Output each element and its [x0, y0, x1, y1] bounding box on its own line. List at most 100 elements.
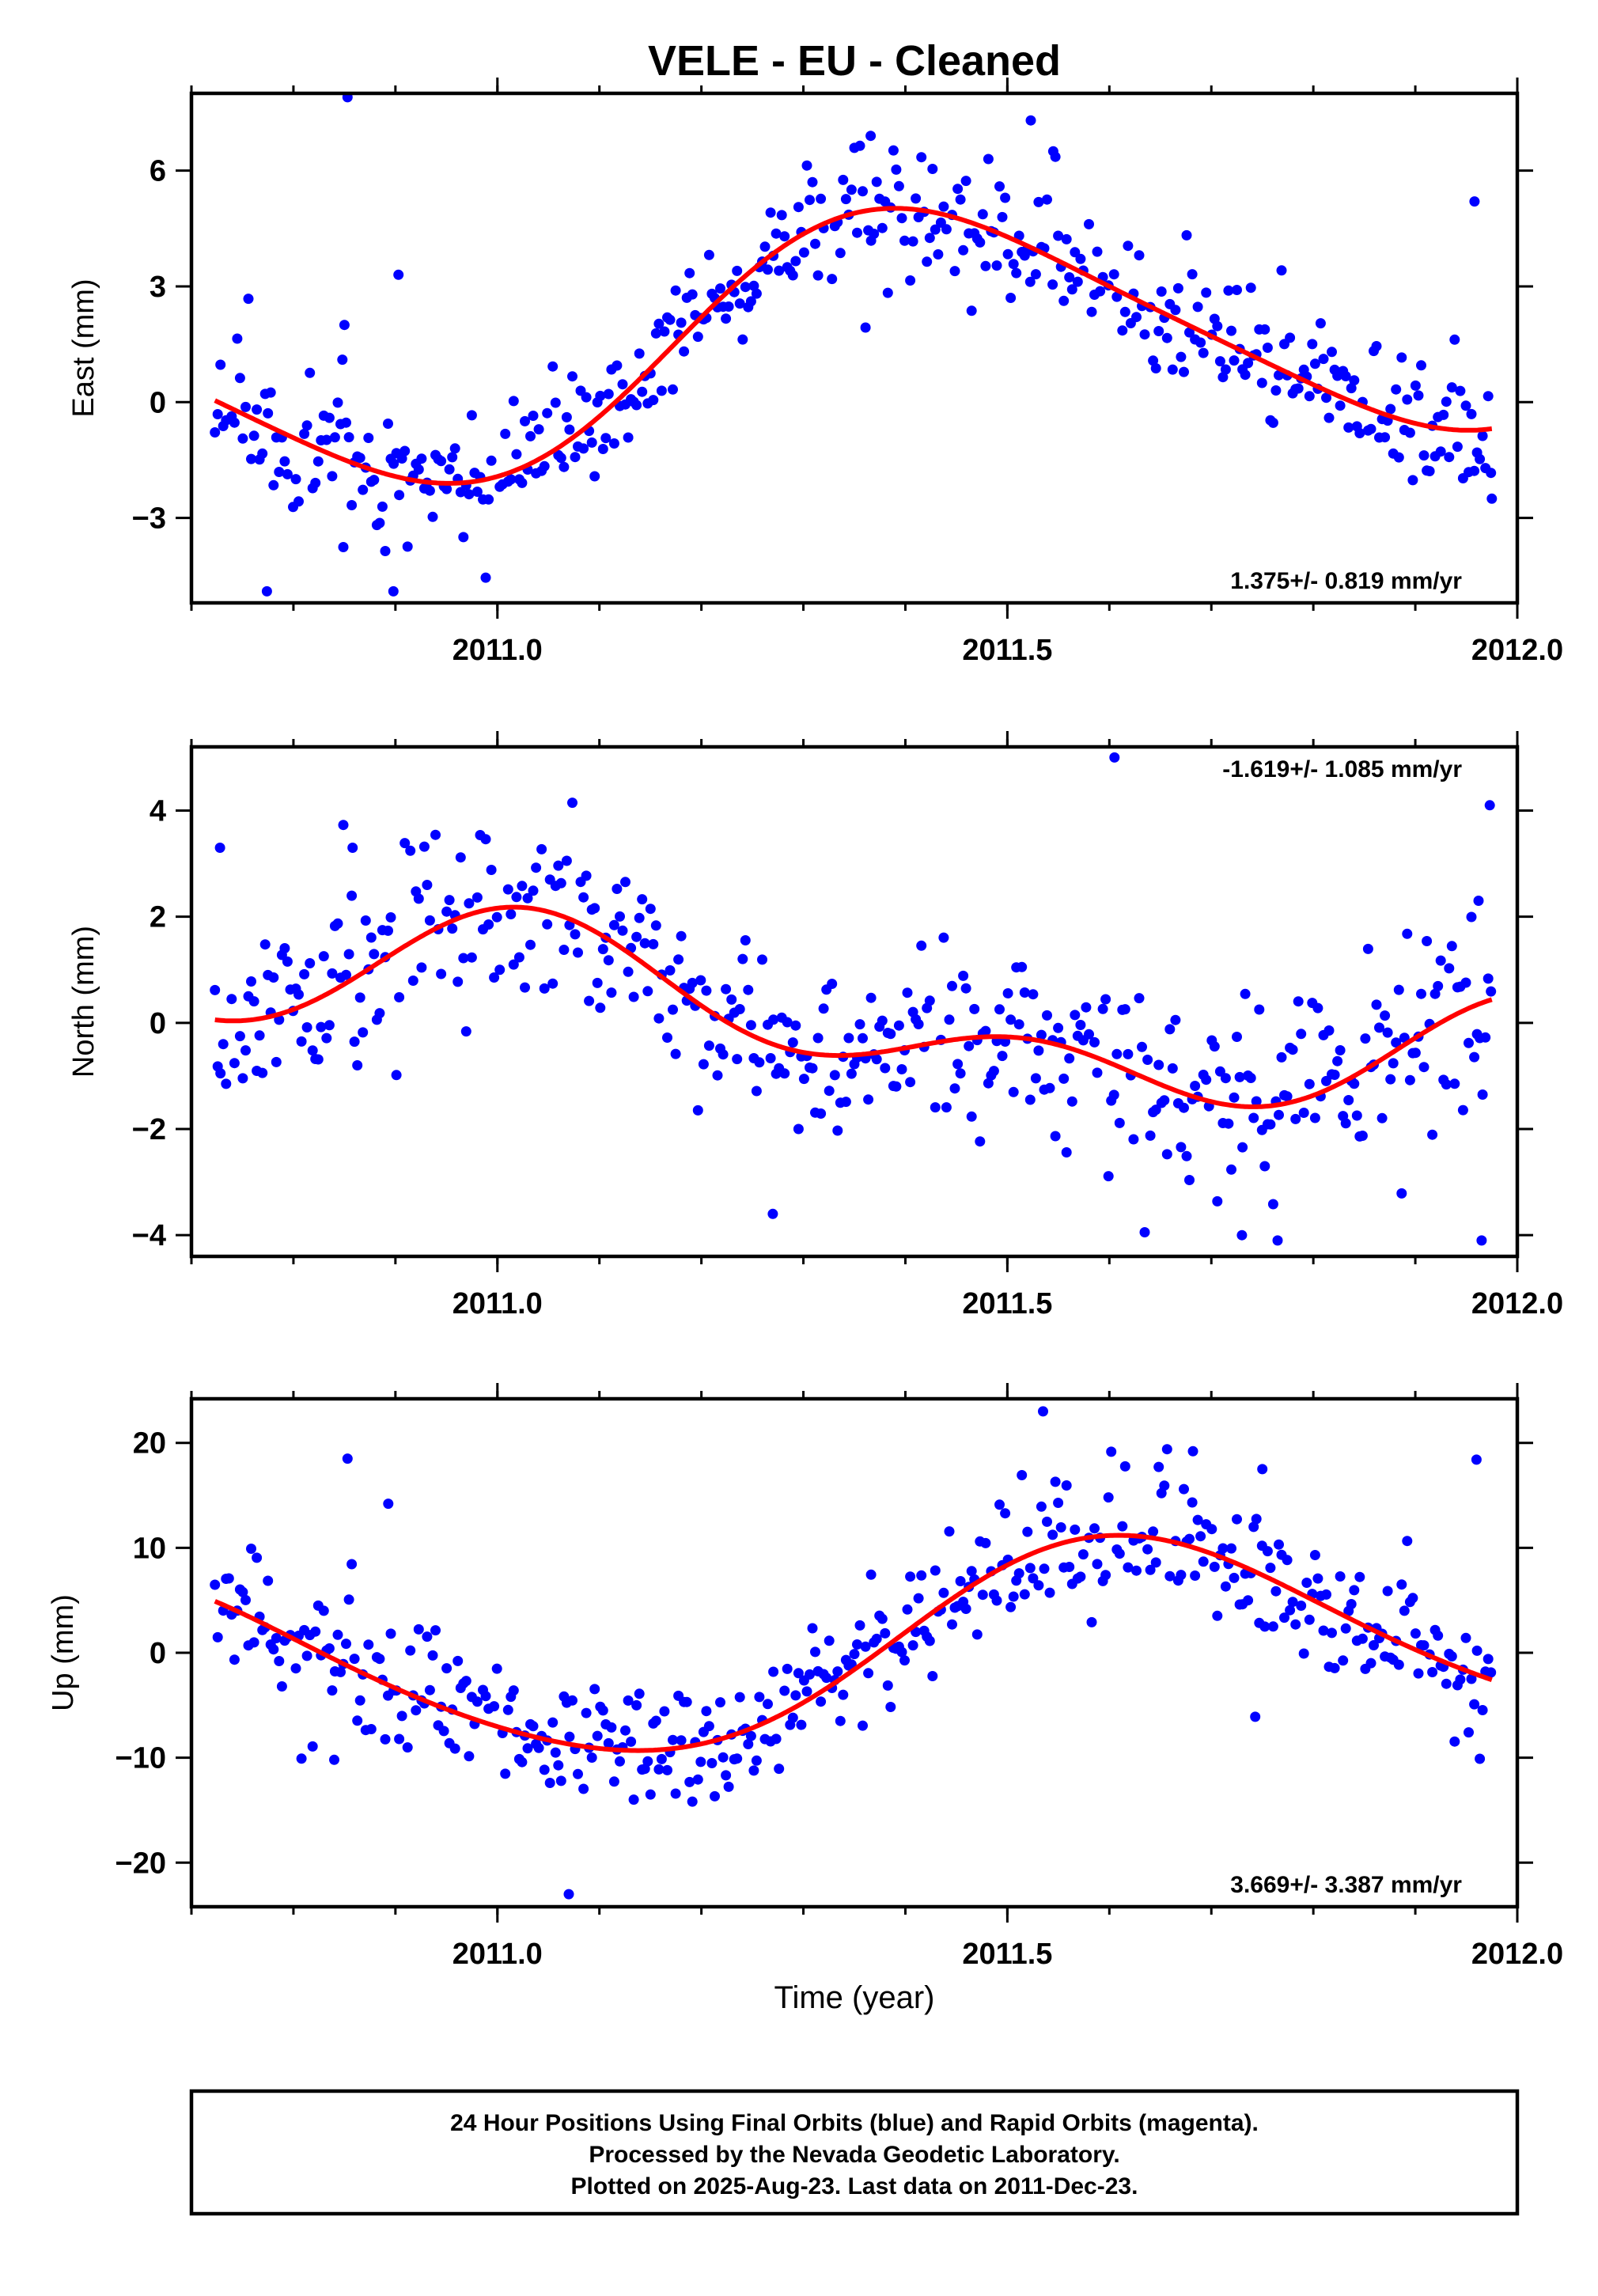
up-data-point: [246, 1544, 256, 1554]
north-data-point: [458, 953, 469, 964]
up-data-point: [1469, 1699, 1480, 1710]
up-data-point: [1044, 1587, 1055, 1598]
north-data-point: [539, 983, 550, 994]
east-data-point: [268, 479, 279, 491]
up-data-point: [1187, 1445, 1198, 1457]
east-data-point: [1070, 247, 1081, 258]
east-data-point: [1276, 265, 1287, 276]
up-data-point: [1212, 1610, 1223, 1621]
north-data-point: [547, 978, 559, 989]
north-data-point: [726, 994, 737, 1005]
north-data-point: [637, 894, 648, 905]
east-data-point: [1340, 371, 1351, 381]
north-data-point: [1349, 1078, 1360, 1089]
up-data-point: [327, 1685, 338, 1696]
east-data-point: [377, 501, 388, 512]
north-data-point: [721, 983, 732, 995]
up-data-point: [810, 1646, 820, 1658]
up-data-point: [396, 1711, 407, 1722]
up-data-point: [631, 1699, 642, 1711]
up-data-point: [310, 1626, 321, 1637]
up-data-point: [1209, 1561, 1220, 1572]
north-data-point: [246, 976, 256, 987]
east-data-point: [916, 152, 927, 163]
east-data-point: [578, 443, 589, 454]
east-panel: 2011.0 2011.5 2012.0 −3 0 3 6 East (mm) 1.375+…: [67, 78, 1563, 667]
east-data-point: [1335, 400, 1346, 411]
north-data-point: [559, 945, 570, 955]
east-data-point: [301, 420, 312, 431]
up-data-point: [578, 1783, 589, 1794]
up-fit-curve: [214, 1533, 1493, 1753]
north-data-point: [254, 1030, 265, 1041]
north-data-point: [1351, 1110, 1362, 1121]
up-data-point: [1433, 1630, 1444, 1641]
up-data-point: [718, 1752, 729, 1763]
north-data-point: [405, 845, 416, 856]
north-data-point: [561, 855, 572, 866]
north-data-point: [324, 1020, 335, 1031]
north-data-point: [1234, 1071, 1245, 1082]
east-data-point: [938, 201, 949, 212]
east-data-point: [949, 266, 960, 277]
east-data-point: [980, 260, 991, 271]
north-data-point: [877, 1015, 888, 1026]
north-data-point: [1371, 999, 1382, 1010]
east-data-point: [1460, 400, 1471, 411]
north-data-point: [988, 1066, 999, 1077]
east-data-point: [447, 452, 458, 463]
up-data-point: [1251, 1514, 1262, 1525]
east-data-point: [595, 390, 606, 401]
north-data-point: [1212, 1195, 1223, 1207]
east-data-point: [751, 288, 762, 299]
north-data-point: [1245, 1073, 1256, 1083]
east-data-point: [444, 464, 455, 475]
north-data-point: [1017, 961, 1028, 972]
east-data-point: [1245, 282, 1256, 294]
east-data-point: [1343, 422, 1354, 433]
east-data-point: [246, 453, 256, 464]
up-data-point: [835, 1715, 846, 1726]
up-data-point: [1340, 1623, 1351, 1634]
up-data-point: [427, 1650, 438, 1661]
north-data-point: [670, 1048, 681, 1059]
east-data-point: [1212, 320, 1223, 332]
east-data-point: [1318, 354, 1329, 365]
up-y-tick-label: 10: [133, 1532, 166, 1565]
up-data-point: [1321, 1589, 1331, 1600]
north-data-point: [589, 903, 600, 914]
east-data-point: [679, 346, 690, 357]
east-data-point: [337, 354, 348, 366]
north-data-point: [1139, 1227, 1150, 1237]
east-data-point: [528, 411, 539, 421]
north-data-point: [1274, 1109, 1284, 1120]
north-data-point: [1240, 988, 1251, 999]
north-data-point: [1058, 1073, 1070, 1084]
up-data-point: [1365, 1658, 1376, 1669]
north-data-point: [1282, 1091, 1293, 1102]
north-data-point: [617, 925, 628, 936]
east-data-point: [893, 180, 904, 191]
north-data-point: [1123, 1048, 1134, 1059]
east-data-point: [997, 211, 1008, 222]
east-x-tick-label: 2011.0: [453, 634, 543, 667]
east-data-point: [774, 265, 785, 276]
up-data-point: [252, 1552, 263, 1563]
north-data-point: [502, 884, 513, 895]
east-data-point: [1469, 465, 1480, 476]
north-data-point: [1391, 1037, 1402, 1048]
up-data-point: [555, 1775, 566, 1786]
up-data-point: [885, 1702, 896, 1712]
north-data-point: [407, 976, 418, 986]
up-data-point: [271, 1633, 282, 1643]
east-data-point: [975, 237, 986, 248]
north-data-point: [695, 975, 706, 986]
north-data-point: [383, 925, 393, 936]
up-data-point: [1262, 1546, 1273, 1557]
east-data-point: [748, 280, 759, 291]
east-data-point: [363, 433, 374, 443]
up-data-point: [1335, 1571, 1346, 1582]
up-data-point: [960, 1604, 971, 1614]
east-data-point: [564, 424, 575, 435]
north-data-point: [623, 966, 634, 977]
